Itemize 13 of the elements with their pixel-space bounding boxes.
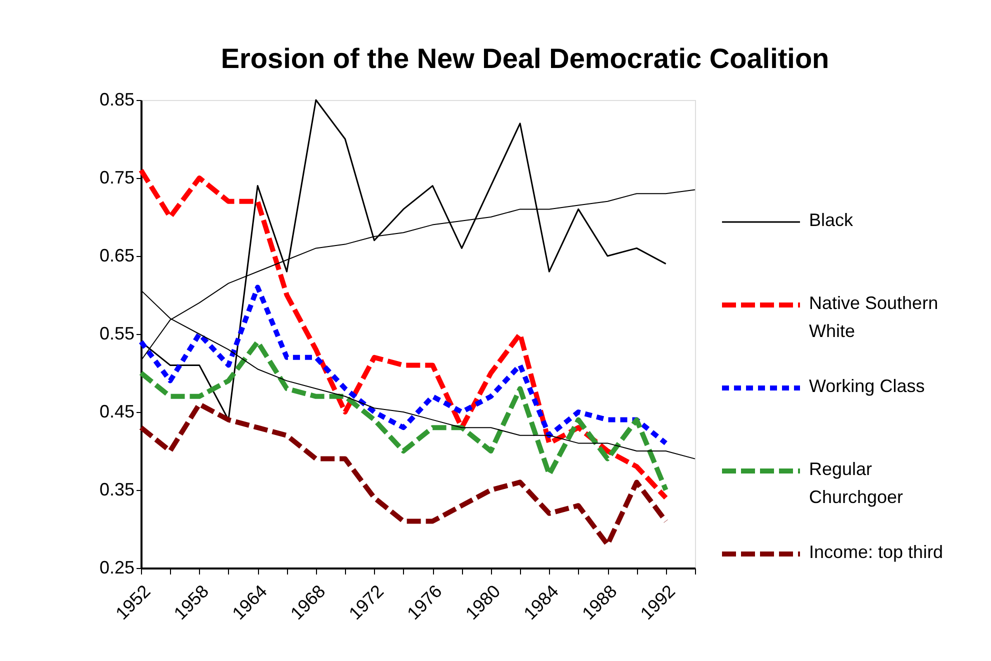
legend-label: Working Class xyxy=(809,376,925,396)
y-tick-label: 0.75 xyxy=(99,168,134,188)
y-tick-label: 0.45 xyxy=(99,402,134,422)
legend-label: Income: top third xyxy=(809,542,944,562)
y-tick-label: 0.65 xyxy=(99,246,134,266)
chart-title: Erosion of the New Deal Democratic Coalition xyxy=(220,43,830,74)
legend-label: Native Southern White xyxy=(809,293,938,341)
y-tick-label: 0.25 xyxy=(99,558,134,578)
y-tick-label: 0.85 xyxy=(99,90,134,110)
legend-label: Regular Churchgoer xyxy=(809,459,904,507)
legend-label: Black xyxy=(809,210,854,230)
y-tick-label: 0.35 xyxy=(99,480,134,500)
y-tick-label: 0.55 xyxy=(99,324,134,344)
